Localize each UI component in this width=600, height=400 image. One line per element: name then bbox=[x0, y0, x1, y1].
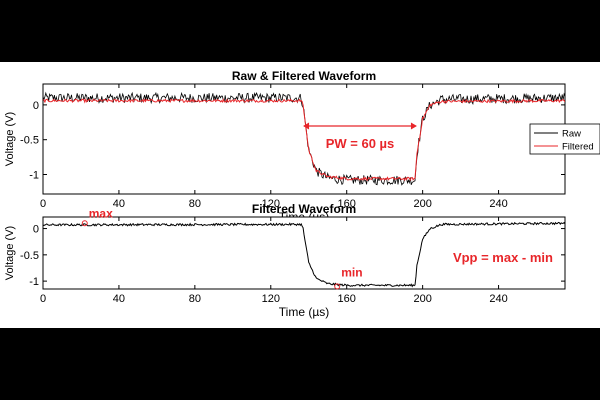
pw-arrow-head-right bbox=[410, 122, 417, 130]
legend-label-filtered: Filtered bbox=[562, 142, 594, 153]
legend-label-raw: Raw bbox=[562, 129, 581, 140]
y-tick-label: -1 bbox=[29, 170, 39, 182]
waveform-figure: 0 40 80 120 160 200 240 0 -0.5 -1 Raw & Filtered W… bbox=[4, 69, 600, 319]
x-tick-label: 80 bbox=[189, 198, 201, 210]
figure: 0 40 80 120 160 200 240 0 -0.5 -1 Raw & Filtered W… bbox=[0, 62, 600, 328]
x-tick-label: 200 bbox=[413, 293, 431, 305]
series-line-filtered bbox=[43, 221, 565, 288]
legend-box bbox=[529, 123, 600, 155]
x-tick-label: 0 bbox=[40, 293, 46, 305]
x-tick-label: 160 bbox=[338, 293, 356, 305]
pw-label: PW = 60 µs bbox=[326, 136, 395, 151]
pw-arrow-head-left bbox=[303, 122, 310, 130]
min-label: min bbox=[341, 265, 362, 279]
y-axis-label: Voltage (V) bbox=[4, 226, 16, 280]
x-tick-label: 120 bbox=[262, 293, 280, 305]
plot-area bbox=[42, 216, 566, 290]
min-marker bbox=[334, 283, 341, 290]
chart-title: Filtered Waveform bbox=[252, 202, 356, 216]
vpp-label: Vpp = max - min bbox=[453, 250, 553, 265]
chart-title: Raw & Filtered Waveform bbox=[232, 69, 376, 83]
chart-1: 0 40 80 120 160 200 240 0 -0.5 -1 Raw & Filtered W… bbox=[4, 69, 600, 224]
x-tick-label: 120 bbox=[262, 198, 280, 210]
y-tick-label: 0 bbox=[33, 224, 39, 236]
x-axis-label: Time (µs) bbox=[279, 305, 329, 319]
x-tick-label: 240 bbox=[489, 198, 507, 210]
y-axis-label: Voltage (V) bbox=[4, 112, 16, 166]
y-tick-label: -1 bbox=[29, 276, 39, 288]
y-tick-label: -0.5 bbox=[20, 250, 39, 262]
max-label: max bbox=[89, 206, 113, 220]
legend: Raw Filtered bbox=[529, 123, 600, 155]
series-line-filtered bbox=[43, 97, 565, 182]
x-tick-label: 40 bbox=[113, 293, 125, 305]
max-marker bbox=[81, 220, 88, 227]
x-tick-label: 200 bbox=[413, 198, 431, 210]
x-tick-label: 80 bbox=[189, 293, 201, 305]
x-tick-label: 240 bbox=[489, 293, 507, 305]
chart-2: 0 40 80 120 160 200 240 0 -0.5 -1 Filtered Wavefor… bbox=[4, 202, 566, 319]
x-tick-label: 40 bbox=[113, 198, 125, 210]
x-tick-label: 160 bbox=[338, 198, 356, 210]
x-tick-label: 0 bbox=[40, 198, 46, 210]
y-tick-label: 0 bbox=[33, 100, 39, 112]
y-tick-label: -0.5 bbox=[20, 135, 39, 147]
